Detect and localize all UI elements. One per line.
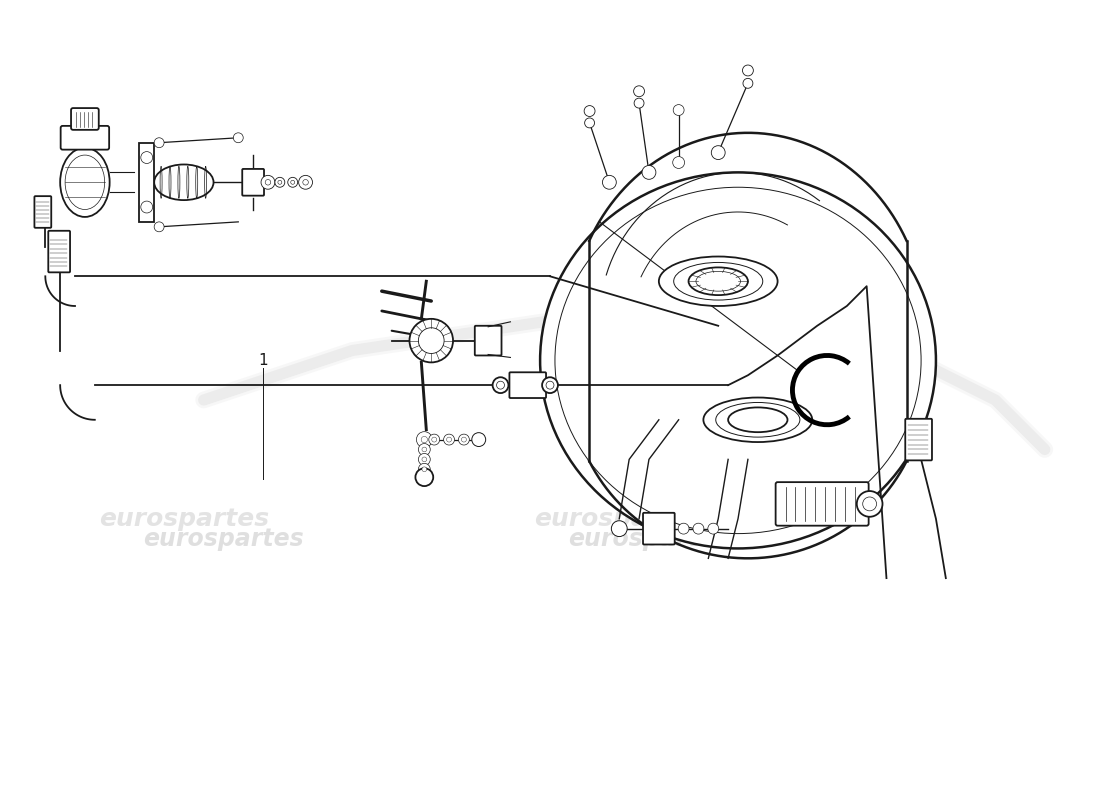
Circle shape — [712, 146, 725, 159]
Ellipse shape — [65, 155, 104, 210]
Circle shape — [431, 437, 437, 442]
FancyBboxPatch shape — [72, 108, 99, 130]
Circle shape — [459, 434, 470, 445]
Ellipse shape — [673, 262, 762, 300]
Ellipse shape — [689, 267, 748, 295]
Circle shape — [278, 180, 282, 184]
Ellipse shape — [154, 165, 213, 200]
Circle shape — [693, 523, 704, 534]
Circle shape — [542, 378, 558, 393]
FancyBboxPatch shape — [60, 126, 109, 150]
Circle shape — [603, 175, 616, 190]
Circle shape — [493, 378, 508, 393]
Circle shape — [673, 105, 684, 115]
FancyBboxPatch shape — [776, 482, 869, 526]
Circle shape — [418, 454, 430, 466]
Circle shape — [673, 157, 684, 169]
Circle shape — [275, 178, 285, 187]
FancyBboxPatch shape — [509, 372, 546, 398]
Circle shape — [422, 447, 427, 452]
Circle shape — [417, 432, 432, 447]
Circle shape — [418, 463, 430, 475]
Circle shape — [422, 467, 427, 472]
Circle shape — [290, 180, 295, 184]
Circle shape — [288, 178, 298, 187]
Circle shape — [496, 381, 505, 389]
Circle shape — [862, 497, 877, 511]
Circle shape — [298, 175, 312, 190]
Ellipse shape — [728, 407, 788, 432]
Circle shape — [857, 491, 882, 517]
Circle shape — [443, 434, 454, 445]
Ellipse shape — [703, 398, 812, 442]
Text: eurospartes: eurospartes — [535, 506, 704, 530]
Circle shape — [742, 78, 752, 88]
Circle shape — [612, 521, 627, 537]
Circle shape — [546, 381, 554, 389]
Circle shape — [154, 138, 164, 148]
Ellipse shape — [659, 257, 778, 306]
Text: eurospartes: eurospartes — [143, 526, 304, 550]
Circle shape — [302, 179, 308, 185]
Circle shape — [421, 437, 428, 442]
FancyBboxPatch shape — [475, 326, 502, 355]
Text: 1: 1 — [258, 353, 267, 368]
Circle shape — [742, 65, 754, 76]
FancyBboxPatch shape — [644, 513, 674, 545]
Circle shape — [642, 166, 656, 179]
Circle shape — [584, 106, 595, 117]
Ellipse shape — [716, 402, 800, 437]
Circle shape — [707, 523, 718, 534]
Circle shape — [141, 152, 153, 163]
Circle shape — [461, 437, 466, 442]
FancyBboxPatch shape — [48, 230, 70, 272]
Circle shape — [429, 434, 440, 445]
Circle shape — [679, 523, 689, 534]
Circle shape — [418, 328, 444, 354]
Circle shape — [634, 86, 645, 97]
Circle shape — [584, 118, 594, 128]
Ellipse shape — [540, 172, 936, 549]
Circle shape — [233, 133, 243, 142]
FancyBboxPatch shape — [140, 142, 154, 222]
Circle shape — [416, 468, 433, 486]
Ellipse shape — [696, 271, 740, 291]
Text: eurospartes: eurospartes — [99, 506, 268, 530]
Circle shape — [409, 319, 453, 362]
Circle shape — [265, 179, 271, 185]
Circle shape — [422, 457, 427, 462]
FancyBboxPatch shape — [905, 419, 932, 460]
Circle shape — [447, 437, 451, 442]
Circle shape — [634, 98, 643, 108]
Circle shape — [261, 175, 275, 190]
Circle shape — [141, 201, 153, 213]
Ellipse shape — [60, 148, 110, 217]
Circle shape — [154, 222, 164, 232]
Circle shape — [418, 443, 430, 455]
Circle shape — [472, 433, 486, 446]
FancyBboxPatch shape — [34, 196, 52, 228]
FancyBboxPatch shape — [242, 169, 264, 196]
Text: eurospartes: eurospartes — [569, 526, 729, 550]
